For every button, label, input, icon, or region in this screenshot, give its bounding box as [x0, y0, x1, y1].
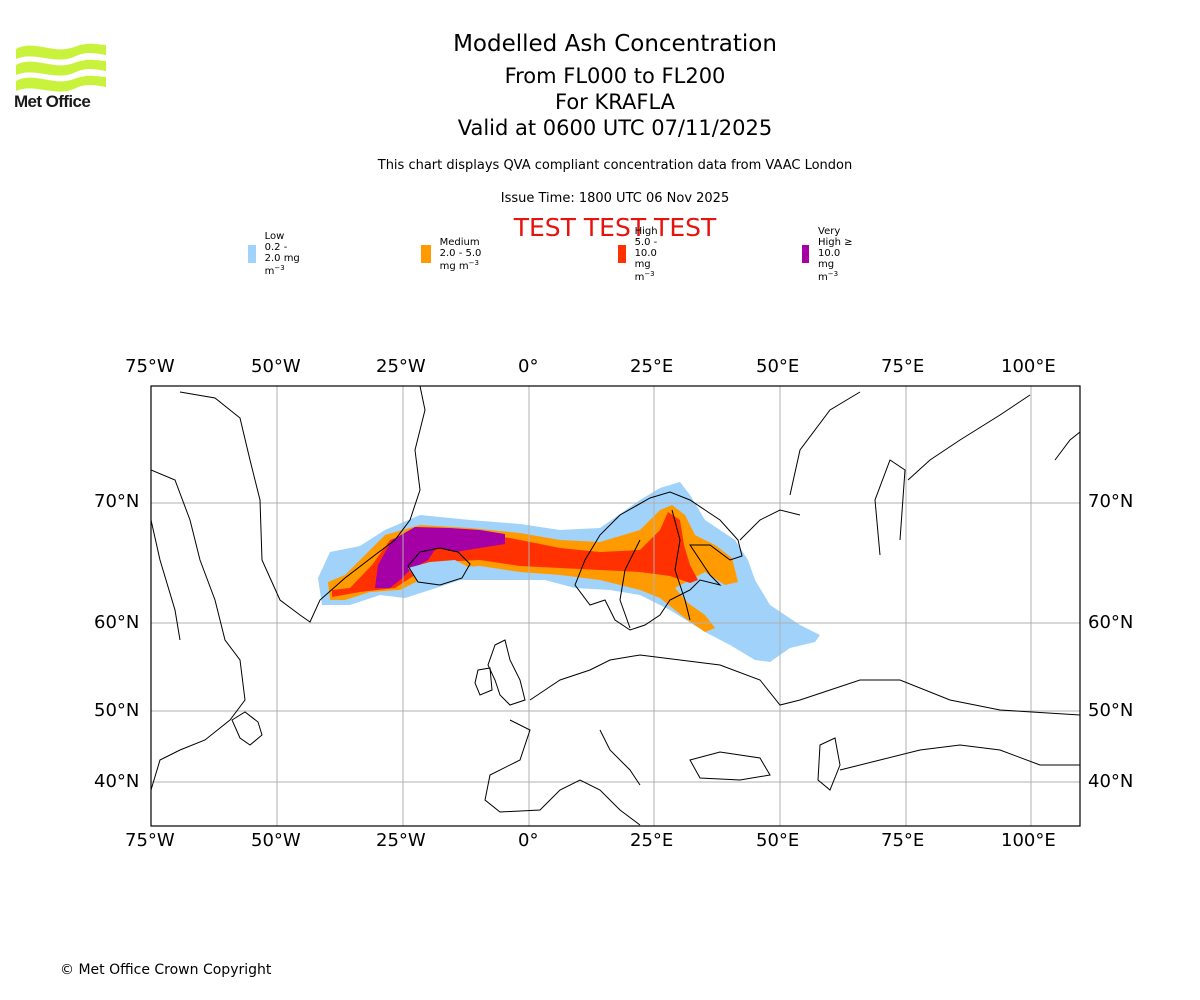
legend-label-medium: Medium 2.0 - 5.0 mg m [439, 236, 482, 272]
issue-time: Issue Time: 1800 UTC 06 Nov 2025 [500, 191, 730, 206]
legend-swatch-very-high [802, 245, 809, 263]
lon-label-bottom: 100°E [1001, 830, 1056, 851]
graticule [151, 386, 1080, 826]
legend-item-very-high: Very High ≥ 10.0 mg m−3 [802, 226, 857, 283]
lon-label-bottom: 50°W [251, 830, 301, 851]
legend-item-medium: Medium 2.0 - 5.0 mg m−3 [421, 237, 493, 272]
met-office-wave-logo-icon [16, 43, 106, 92]
lon-label-top: 0° [518, 356, 539, 377]
coastlines [151, 386, 1080, 826]
lon-label-top: 25°W [376, 356, 426, 377]
lat-label-left: 50°N [94, 700, 140, 721]
flight-level-range: From FL000 to FL200 [504, 64, 726, 88]
lon-label-bottom: 25°E [630, 830, 674, 851]
lon-label-bottom: 25°W [376, 830, 426, 851]
copyright-notice: © Met Office Crown Copyright [60, 962, 272, 978]
lon-label-top: 100°E [1001, 356, 1056, 377]
lon-label-bottom: 0° [518, 830, 539, 851]
legend-item-low: Low 0.2 - 2.0 mg m−3 [248, 231, 300, 277]
lat-label-right: 40°N [1088, 771, 1134, 792]
valid-time: Valid at 0600 UTC 07/11/2025 [457, 116, 773, 140]
legend-swatch-low [248, 245, 256, 263]
legend-swatch-medium [421, 245, 431, 263]
plume-very-high [375, 527, 505, 588]
legend-item-high: High 5.0 - 10.0 mg m−3 [618, 226, 673, 283]
legend-swatch-high [618, 245, 626, 263]
logo-text: Met Office [14, 92, 91, 111]
lon-label-top: 50°E [756, 356, 800, 377]
lon-label-bottom: 75°W [125, 830, 175, 851]
chart-description: This chart displays QVA compliant concen… [377, 158, 853, 173]
lon-label-bottom: 50°E [756, 830, 800, 851]
lat-label-right: 70°N [1088, 491, 1134, 512]
map-frame [150, 385, 1081, 827]
lat-label-left: 40°N [94, 771, 140, 792]
lon-label-top: 75°E [881, 356, 925, 377]
lat-label-right: 60°N [1088, 612, 1134, 633]
chart-title: Modelled Ash Concentration [453, 31, 777, 57]
lat-label-left: 70°N [94, 491, 140, 512]
lat-label-left: 60°N [94, 612, 140, 633]
legend-label-low: Low 0.2 - 2.0 mg m [264, 231, 300, 277]
legend-label-very-high: Very High ≥ 10.0 mg m [818, 225, 853, 283]
test-banner: TEST TEST TEST [513, 213, 717, 242]
lon-label-bottom: 75°E [881, 830, 925, 851]
lon-label-top: 75°W [125, 356, 175, 377]
lat-label-right: 50°N [1088, 700, 1134, 721]
legend-label-high: High 5.0 - 10.0 mg m [634, 225, 658, 283]
volcano-name: For KRAFLA [555, 90, 675, 114]
lon-label-top: 25°E [630, 356, 674, 377]
lon-label-top: 50°W [251, 356, 301, 377]
